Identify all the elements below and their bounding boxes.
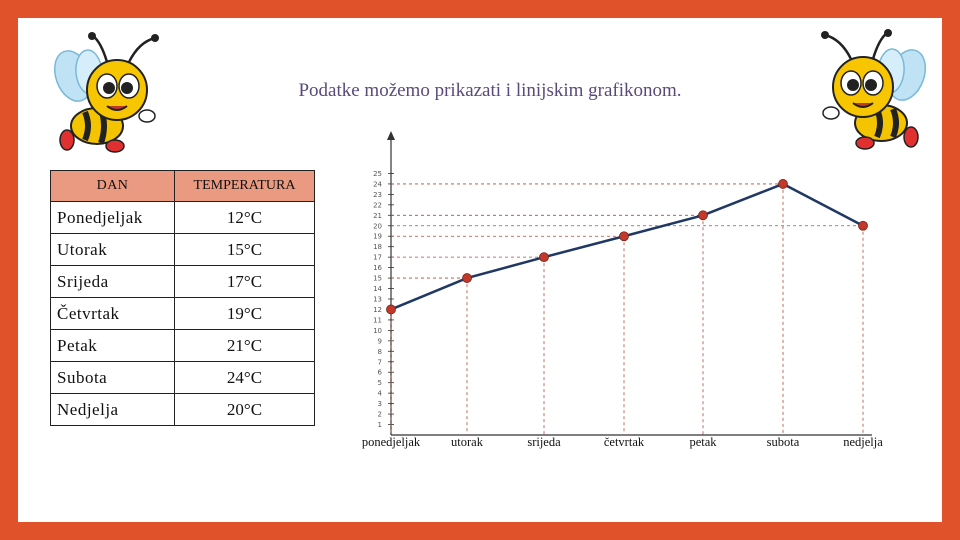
table-row: Nedjelja 20°C — [50, 393, 315, 426]
header-temperature: TEMPERATURA — [174, 170, 315, 202]
day-cell: Srijeda — [50, 265, 175, 298]
y-tick-label: 16 — [373, 264, 382, 272]
y-axis-arrow — [387, 131, 395, 140]
day-cell: Subota — [50, 361, 175, 394]
data-point — [778, 179, 788, 189]
slide-title: Podatke možemo prikazati i linijskim gra… — [298, 80, 682, 101]
y-tick-label: 2 — [378, 411, 382, 419]
table-row: Petak 21°C — [50, 329, 315, 362]
temp-cell: 20°C — [174, 393, 315, 426]
y-tick-label: 14 — [373, 285, 382, 293]
y-tick-label: 12 — [373, 306, 382, 314]
y-tick-label: 7 — [378, 358, 382, 366]
day-cell: Petak — [50, 329, 175, 362]
table-row: Utorak 15°C — [50, 233, 315, 266]
table-row: Ponedjeljak 12°C — [50, 201, 315, 234]
data-point — [858, 220, 868, 231]
y-tick-label: 13 — [373, 296, 382, 304]
y-tick-label: 9 — [378, 337, 382, 345]
table-row: Subota 24°C — [50, 361, 315, 394]
y-tick-label: 21 — [373, 212, 382, 220]
x-category-label: ponedjeljak — [362, 435, 421, 449]
header-day: DAN — [50, 170, 175, 202]
day-cell: Utorak — [50, 233, 175, 266]
day-cell: Ponedjeljak — [50, 201, 175, 234]
y-tick-label: 18 — [373, 243, 382, 251]
day-cell: Nedjelja — [50, 393, 175, 426]
temp-cell: 12°C — [174, 201, 315, 234]
y-tick-label: 24 — [373, 180, 382, 188]
data-point — [386, 304, 396, 315]
temperature-table: DAN TEMPERATURA Ponedjeljak 12°C Utorak 15… — [50, 170, 315, 426]
y-tick-label: 10 — [373, 327, 382, 335]
x-category-label: četvrtak — [604, 435, 645, 449]
x-category-label: srijeda — [527, 435, 561, 449]
series-line — [390, 182, 864, 311]
x-category-label: subota — [767, 435, 800, 449]
temp-cell: 15°C — [174, 233, 315, 266]
data-point — [462, 273, 472, 283]
y-tick-label: 3 — [378, 400, 382, 408]
x-category-label: nedjelja — [843, 435, 883, 449]
y-tick-label: 4 — [378, 390, 383, 398]
y-tick-label: 1 — [378, 421, 382, 429]
day-cell: Četvrtak — [50, 297, 175, 330]
y-tick-label: 8 — [378, 348, 382, 356]
data-point — [619, 231, 629, 242]
y-tick-label: 19 — [373, 233, 382, 241]
y-tick-label: 17 — [373, 254, 382, 262]
table-header-row: DAN TEMPERATURA — [50, 170, 315, 202]
y-tick-label: 5 — [378, 379, 382, 387]
x-category-label: petak — [689, 435, 717, 449]
table-row: Četvrtak 19°C — [50, 297, 315, 330]
temp-cell: 17°C — [174, 265, 315, 298]
temp-cell: 24°C — [174, 361, 315, 394]
y-tick-label: 11 — [373, 316, 382, 324]
y-tick-label: 15 — [373, 275, 382, 283]
bee-left-icon — [53, 32, 159, 153]
data-point — [698, 210, 708, 221]
data-point — [539, 252, 549, 263]
y-tick-label: 6 — [378, 369, 383, 377]
y-tick-label: 22 — [373, 201, 382, 209]
bee-right-icon — [821, 29, 927, 150]
y-tick-label: 20 — [373, 222, 382, 230]
y-tick-label: 23 — [373, 191, 382, 199]
table-row: Srijeda 17°C — [50, 265, 315, 298]
x-category-label: utorak — [451, 435, 484, 449]
y-tick-label: 25 — [373, 170, 382, 178]
